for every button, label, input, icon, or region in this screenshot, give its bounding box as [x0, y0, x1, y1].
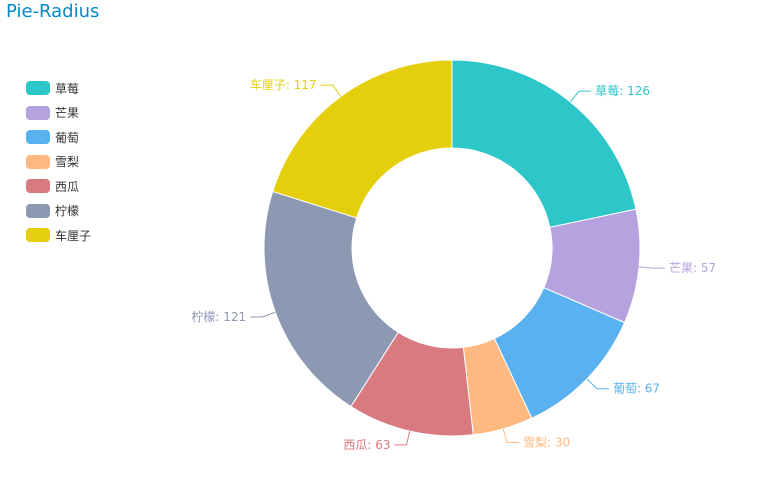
label-leader-line [570, 90, 592, 103]
data-label: 西瓜: 63 [343, 438, 390, 452]
legend-swatch [26, 179, 50, 194]
label-leader-line [320, 84, 342, 97]
legend-swatch [26, 105, 50, 120]
chart-title: Pie-Radius [6, 1, 100, 22]
legend-swatch [26, 228, 50, 243]
legend-label: 柠檬 [55, 204, 80, 219]
label-leader-line [502, 428, 520, 443]
legend-item[interactable]: 葡萄 [26, 125, 91, 150]
pie-slice[interactable] [451, 59, 637, 228]
legend: 草莓芒果葡萄雪梨西瓜柠檬车厘子 [26, 76, 91, 248]
legend-item[interactable]: 芒果 [26, 101, 91, 126]
legend-label: 雪梨 [55, 155, 80, 170]
legend-item[interactable]: 车厘子 [26, 223, 91, 248]
legend-swatch [26, 203, 50, 218]
data-label: 柠檬: 121 [191, 309, 246, 324]
legend-swatch [26, 154, 50, 169]
legend-item[interactable]: 柠檬 [26, 199, 91, 224]
legend-swatch [26, 130, 50, 145]
data-label: 雪梨: 30 [523, 435, 570, 449]
legend-label: 葡萄 [55, 130, 80, 145]
label-leader-line [639, 266, 665, 269]
data-label: 草莓: 126 [595, 84, 650, 98]
label-leader-line [394, 431, 411, 446]
legend-swatch [26, 81, 50, 96]
legend-label: 西瓜 [55, 179, 80, 194]
pie-slice[interactable] [272, 59, 453, 219]
legend-label: 草莓 [55, 81, 80, 96]
legend-label: 车厘子 [55, 228, 92, 243]
legend-label: 芒果 [55, 106, 80, 121]
label-leader-line [586, 378, 609, 390]
label-leader-line [250, 311, 276, 318]
data-label: 葡萄: 67 [613, 382, 660, 396]
legend-item[interactable]: 草莓 [26, 76, 91, 101]
pie-slice[interactable] [263, 190, 399, 408]
legend-item[interactable]: 雪梨 [26, 150, 91, 175]
legend-item[interactable]: 西瓜 [26, 174, 91, 199]
data-label: 车厘子: 117 [250, 77, 317, 92]
data-label: 芒果: 57 [669, 260, 716, 275]
